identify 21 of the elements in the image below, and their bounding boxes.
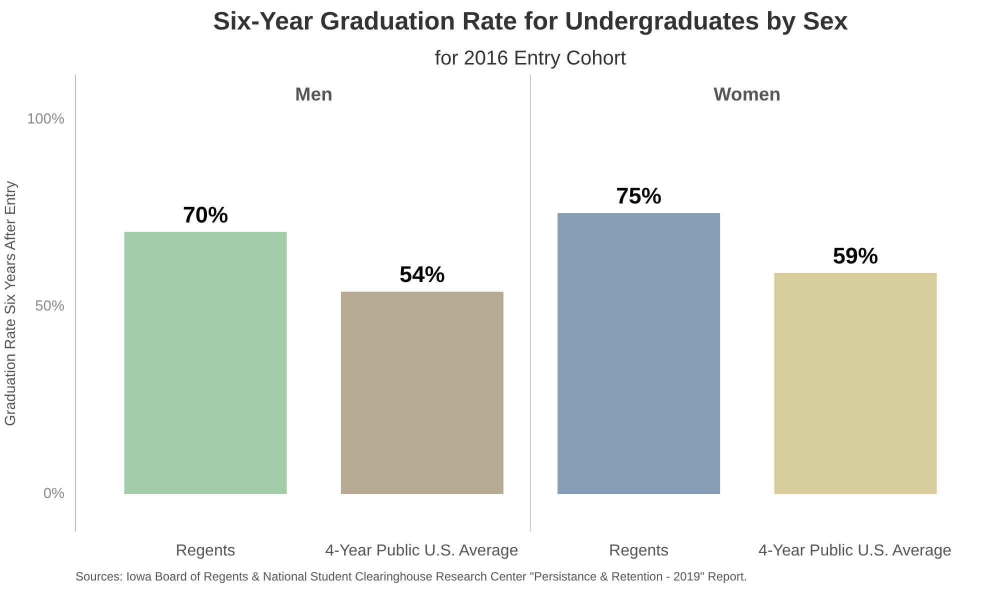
- x-tick-label: 4-Year Public U.S. Average: [758, 542, 952, 560]
- data-label: 75%: [616, 182, 662, 209]
- y-axis-title: Graduation Rate Six Years After Entry: [3, 180, 20, 426]
- bar: [340, 292, 504, 494]
- x-tick-label: Regents: [609, 542, 669, 560]
- data-label: 59%: [832, 242, 878, 268]
- bar: [558, 213, 720, 494]
- annotation: Women: [714, 84, 781, 105]
- chart-subtitle: for 2016 Entry Cohort: [434, 48, 627, 70]
- source-note: Sources: Iowa Board of Regents & National Student Clearinghouse Research Center "Persistance & Retention - 2019" Report.: [76, 570, 748, 584]
- y-tick-label: 100%: [27, 111, 65, 128]
- data-label: 54%: [399, 261, 445, 288]
- data-label: 70%: [182, 201, 228, 228]
- bar: [124, 232, 287, 494]
- y-tick-label: 0%: [43, 486, 65, 502]
- y-tick-label: 50%: [35, 298, 65, 315]
- x-tick-label: Regents: [176, 542, 236, 560]
- x-tick-label: 4-Year Public U.S. Average: [325, 542, 518, 560]
- annotation: Men: [295, 84, 332, 105]
- chart-title: Six-Year Graduation Rate for Undergraduates by Sex: [213, 8, 848, 36]
- bar: [774, 273, 937, 494]
